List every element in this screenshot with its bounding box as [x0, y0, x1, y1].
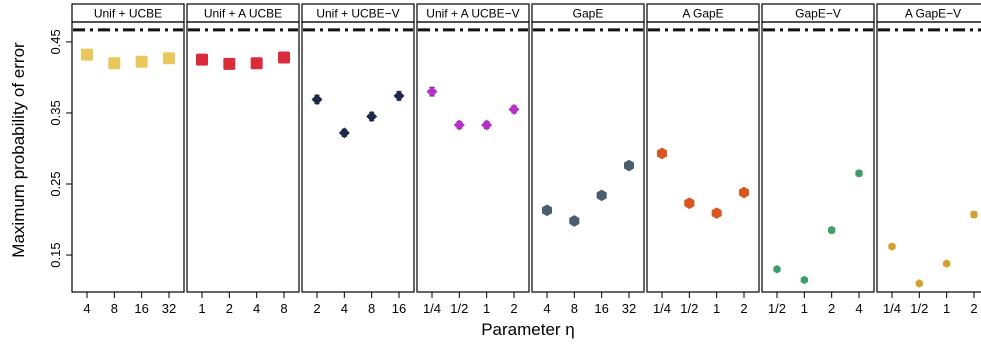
- x-tick-label: 1: [483, 301, 490, 316]
- x-tick-label: 1: [713, 301, 720, 316]
- panel-frame: [71, 21, 185, 293]
- panel-frame: [646, 21, 760, 293]
- x-tick-label: 1: [943, 301, 950, 316]
- panel-frame: [416, 21, 530, 293]
- y-tick-label: 0.25: [48, 171, 63, 196]
- x-tick-label: 1/4: [423, 301, 441, 316]
- data-point: [623, 159, 635, 172]
- data-point: [569, 215, 580, 227]
- x-tick-label: 16: [392, 301, 406, 316]
- x-tick-label: 8: [111, 301, 118, 316]
- facet-title: A GapE: [682, 7, 723, 21]
- x-tick-label: 4: [855, 301, 862, 316]
- x-tick-label: 4: [341, 301, 348, 316]
- data-point: [943, 259, 951, 268]
- x-tick-label: 1/2: [450, 301, 468, 316]
- facet-panel: Unif + A UCBE−V 1/4 1/2 1 2: [416, 3, 530, 316]
- x-tick-label: 4: [83, 301, 90, 316]
- data-point: [800, 275, 808, 285]
- data-point: [338, 127, 350, 139]
- y-tick-label: 0.35: [48, 100, 63, 125]
- x-tick-label: 32: [162, 301, 176, 316]
- facet-title: Unif + UCBE−V: [316, 7, 399, 21]
- data-point: [393, 90, 405, 102]
- data-point: [738, 186, 750, 199]
- data-point: [888, 242, 896, 251]
- data-point: [711, 207, 722, 219]
- data-point: [426, 86, 438, 98]
- x-tick-label: 16: [134, 301, 148, 316]
- x-tick-label: 16: [594, 301, 608, 316]
- data-point: [311, 93, 323, 105]
- y-tick-label: 0.15: [48, 242, 63, 267]
- data-point: [108, 57, 121, 70]
- data-point: [163, 52, 175, 65]
- facet-title: Unif + A UCBE−V: [426, 7, 519, 21]
- facet-title: GapE: [573, 7, 604, 21]
- data-point: [855, 169, 863, 178]
- x-tick-label: 2: [740, 301, 747, 316]
- facet-panel: A GapE 1/4 1/2 1 2: [646, 3, 760, 316]
- x-tick-label: 1/4: [883, 301, 901, 316]
- data-point: [828, 225, 836, 235]
- data-point: [81, 48, 93, 61]
- data-point: [196, 53, 208, 66]
- data-point: [453, 119, 465, 131]
- facet-panel: GapE 4 8 16 32: [531, 3, 645, 316]
- x-tick-label: 2: [510, 301, 517, 316]
- data-point: [508, 103, 520, 115]
- data-point: [250, 57, 263, 70]
- data-point: [135, 55, 148, 68]
- data-point: [684, 197, 695, 209]
- data-point: [773, 265, 781, 274]
- x-tick-label: 1/2: [768, 301, 786, 316]
- facet-panel: A GapE−V 1/4 1/2 1 2: [876, 3, 981, 316]
- x-tick-label: 1/2: [910, 301, 928, 316]
- x-tick-label: 1/2: [680, 301, 698, 316]
- x-tick-label: 8: [368, 301, 375, 316]
- y-axis: 0.15 0.25 0.35 0.45: [48, 29, 72, 268]
- x-tick-label: 2: [828, 301, 835, 316]
- data-point: [278, 51, 290, 64]
- x-tick-label: 4: [253, 301, 260, 316]
- data-point: [223, 57, 236, 70]
- data-point: [915, 279, 923, 288]
- x-tick-label: 2: [970, 301, 977, 316]
- y-tick-label: 0.45: [48, 29, 63, 54]
- panel-frame: [531, 21, 645, 293]
- panel-frame: [761, 21, 875, 293]
- x-tick-label: 1: [801, 301, 808, 316]
- panel-frame: [876, 21, 981, 293]
- x-tick-label: 4: [543, 301, 550, 316]
- facet-panel: Unif + UCBE 4 8 16 32: [71, 3, 185, 316]
- facet-panel: Unif + UCBE−V 2 4 8 16: [301, 3, 415, 316]
- facet-panel: Unif + A UCBE 1 2 4 8: [186, 3, 300, 316]
- x-tick-label: 8: [571, 301, 578, 316]
- x-tick-label: 1/4: [653, 301, 671, 316]
- y-axis-title: Maximum probability of error: [9, 42, 28, 258]
- facet-title: A GapE−V: [905, 7, 961, 21]
- data-point: [541, 204, 553, 217]
- facet-title: Unif + A UCBE: [204, 7, 282, 21]
- x-axis-title: Parameter η: [481, 320, 575, 339]
- data-point: [481, 119, 493, 131]
- data-point: [366, 111, 378, 122]
- x-tick-label: 2: [226, 301, 233, 316]
- x-tick-label: 32: [622, 301, 636, 316]
- x-tick-label: 2: [313, 301, 320, 316]
- x-tick-label: 8: [280, 301, 287, 316]
- data-point: [596, 189, 607, 202]
- data-point: [656, 147, 668, 160]
- facet-title: GapE−V: [795, 7, 841, 21]
- facet-title: Unif + UCBE: [94, 7, 162, 21]
- panel-frame: [301, 21, 415, 293]
- x-tick-label: 1: [198, 301, 205, 316]
- panel-frame: [186, 21, 300, 293]
- facet-panel: GapE−V 1/2 1 2 4: [761, 3, 875, 316]
- data-point: [970, 210, 978, 219]
